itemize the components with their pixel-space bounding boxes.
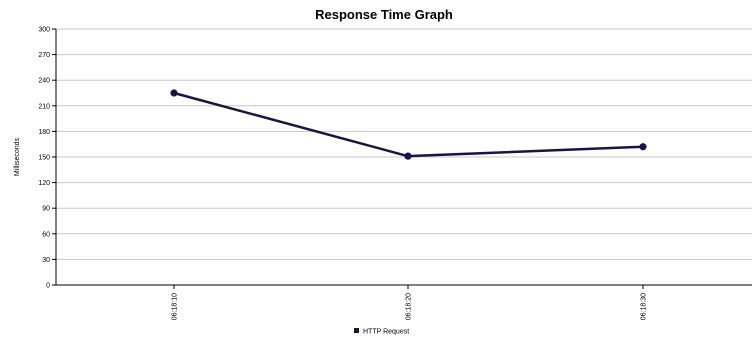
- series-line-http-request: [173, 91, 644, 158]
- chart-title: Response Time Graph: [315, 7, 453, 22]
- y-tick-label-30: 30: [42, 257, 50, 264]
- grid-lines: [56, 28, 752, 260]
- x-tick-label-1: 06:18:20: [406, 293, 413, 320]
- y-tick-label-240: 240: [38, 78, 50, 85]
- y-tick-label-210: 210: [38, 103, 50, 110]
- y-tick-label-0: 0: [46, 283, 50, 290]
- y-tick-label-180: 180: [38, 129, 50, 136]
- series-layer: [170, 89, 647, 160]
- x-tick-label-2: 06:18:30: [641, 293, 648, 320]
- x-axis-ticks: 06:18:10 06:18:20 06:18:30: [172, 285, 648, 320]
- legend-label-http-request: HTTP Request: [363, 329, 409, 336]
- y-tick-label-300: 300: [38, 27, 50, 34]
- y-tick-label-90: 90: [42, 206, 50, 213]
- legend: HTTP Request: [354, 328, 409, 336]
- data-point-1: [404, 152, 412, 160]
- y-tick-label-150: 150: [38, 155, 50, 162]
- x-tick-label-0: 06:18:10: [172, 293, 179, 320]
- y-axis-ticks: 0 30 60 90 120 150 180 210 240 270 300: [38, 27, 56, 290]
- data-point-0: [170, 89, 178, 97]
- data-point-2: [639, 143, 647, 151]
- y-tick-label-120: 120: [38, 180, 50, 187]
- y-tick-label-270: 270: [38, 52, 50, 59]
- legend-swatch: [354, 328, 359, 333]
- y-tick-label-60: 60: [42, 231, 50, 238]
- y-axis-label: Milliseconds: [14, 137, 21, 176]
